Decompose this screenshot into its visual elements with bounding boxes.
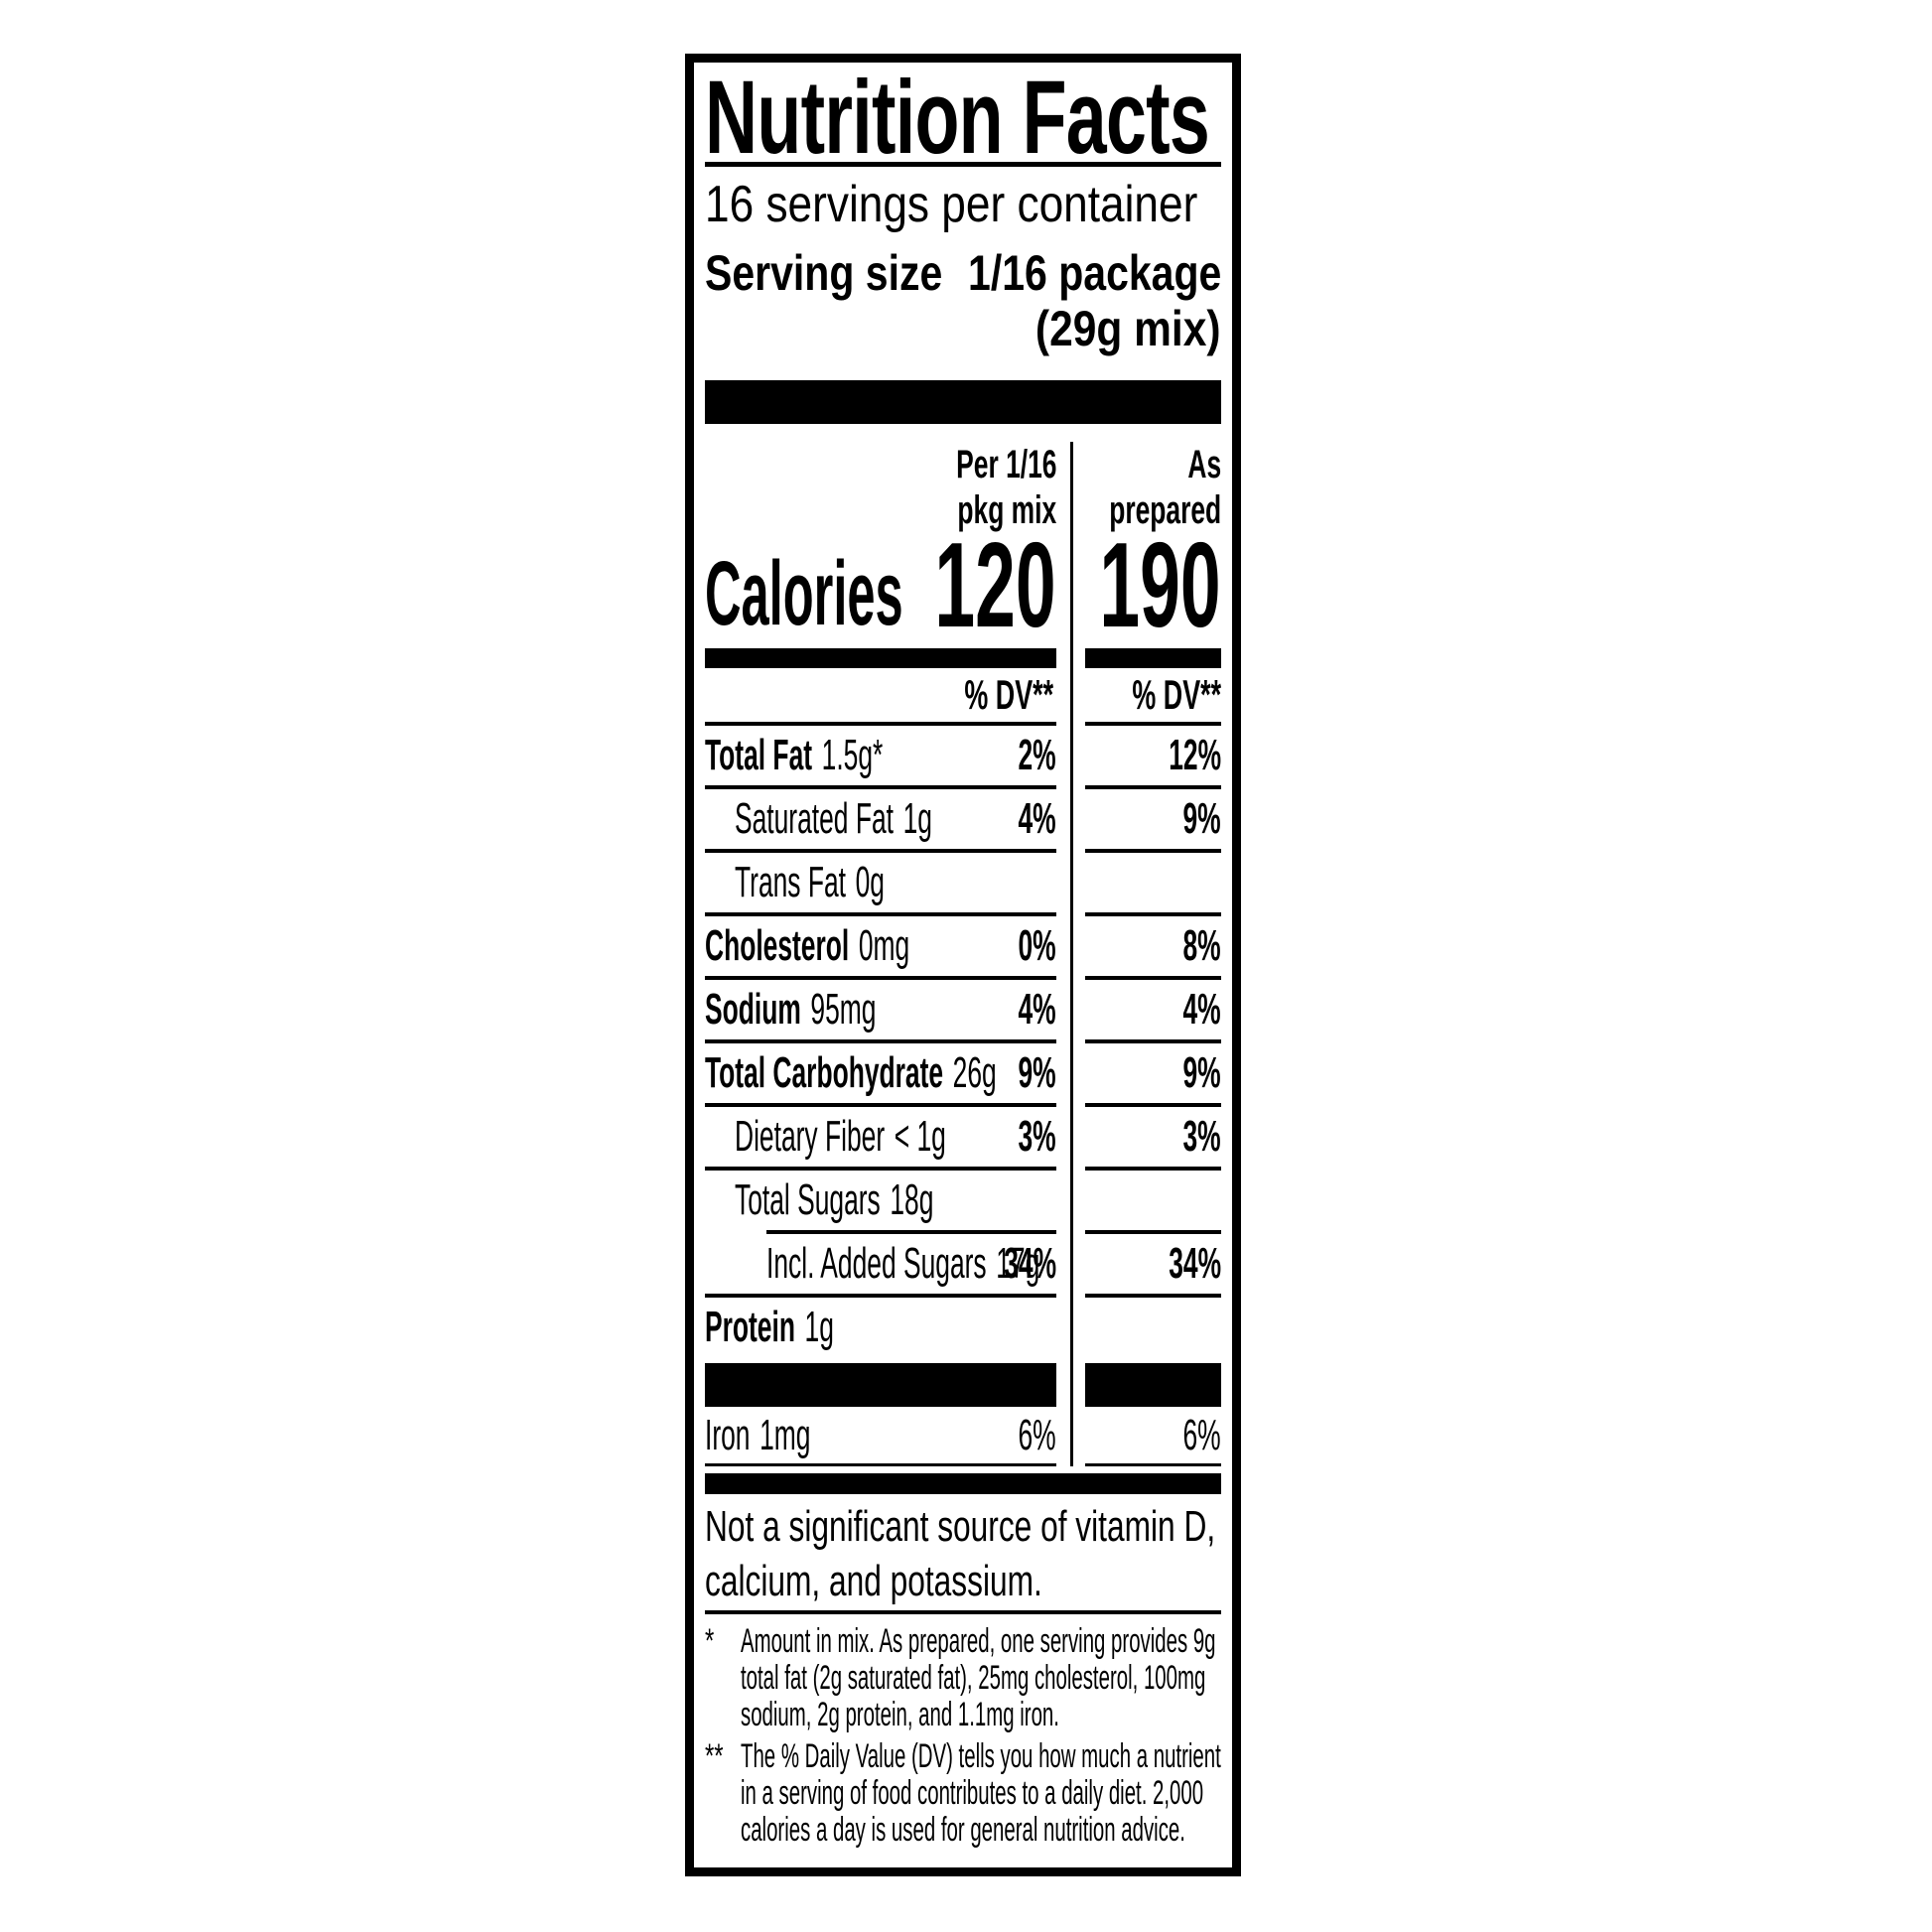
nutrient-amount: 18g xyxy=(890,1175,934,1224)
calories-underline-bar-prepared xyxy=(1085,648,1221,668)
dv-mix-value: 4% xyxy=(1018,794,1056,843)
nutrient-row-cholesterol: Cholesterol 0mg 0% 8% xyxy=(705,912,1221,976)
footnote-divider-rule xyxy=(705,1610,1221,1614)
dual-column-section: Per 1/16 pkg mix As prepared Calories 12… xyxy=(705,442,1221,1466)
column-header-prepared: As prepared xyxy=(1085,442,1221,533)
column-header-mix: Per 1/16 pkg mix xyxy=(705,442,1056,533)
servings-per-container-line: 16 servings per container xyxy=(705,177,1221,245)
footnote-text: The % Daily Value (DV) tells you how muc… xyxy=(741,1737,1221,1849)
nutrient-name: Dietary Fiber xyxy=(735,1112,886,1161)
dv-prepared-value: 8% xyxy=(1182,921,1221,970)
separator-bar-mix xyxy=(705,1363,1056,1407)
nutrient-amount: 26g xyxy=(952,1048,997,1097)
nutrient-amount: 1mg xyxy=(759,1410,811,1459)
nutrient-row-sodium: Sodium 95mg 4% 4% xyxy=(705,976,1221,1039)
nutrient-row-added-sugars: Incl. Added Sugars 17g 34% 34% xyxy=(705,1230,1221,1294)
nutrient-row-iron: Iron 1mg 6% 6% xyxy=(705,1407,1221,1466)
nutrient-name: Trans Fat xyxy=(735,858,846,906)
servings-per-container: 16 servings per container xyxy=(705,176,1198,233)
nutrient-name: Total Carbohydrate xyxy=(705,1048,944,1097)
nutrient-amount: 0mg xyxy=(858,921,910,970)
dv-mix-value: 2% xyxy=(1018,731,1056,779)
nutrient-row-saturated-fat: Saturated Fat 1g 4% 9% xyxy=(705,785,1221,849)
nutrient-amount: 1g xyxy=(902,794,932,843)
dv-prepared-value: 9% xyxy=(1182,794,1221,843)
dv-prepared-value: 4% xyxy=(1182,985,1221,1034)
label-title-line: Nutrition Facts xyxy=(705,63,1221,174)
calories-underline-bar-mix xyxy=(705,648,1056,668)
separator-bar-bottom xyxy=(705,1473,1221,1494)
dv-mix-value: 0% xyxy=(1018,921,1056,970)
dv-header-mix: % DV** xyxy=(964,671,1053,718)
serving-size-value-line2: (29g mix) xyxy=(1035,301,1221,356)
dv-mix-value: 34% xyxy=(1004,1239,1056,1288)
nutrient-name: Total Fat xyxy=(705,731,813,779)
nutrient-amount: 0g xyxy=(855,858,885,906)
dv-prepared-value: 9% xyxy=(1182,1048,1221,1097)
nutrient-amount: 17g xyxy=(996,1239,1040,1288)
nutrient-amount: 95mg xyxy=(810,985,877,1034)
nutrient-row-total-sugars: Total Sugars 18g xyxy=(705,1167,1221,1230)
nutrient-row-trans-fat: Trans Fat 0g xyxy=(705,849,1221,912)
title-underline-rule xyxy=(705,162,1221,167)
nutrient-name: Cholesterol xyxy=(705,921,850,970)
serving-size-value-line2-wrap: (29g mix) xyxy=(705,301,1221,356)
serving-size-row: Serving size 1/16 package xyxy=(705,245,1221,301)
dv-header-prepared: % DV** xyxy=(1132,671,1221,718)
serving-size-value-wrap: 1/16 package xyxy=(912,245,1221,314)
separator-bars-mid xyxy=(705,1363,1221,1407)
nutrient-amount: < 1g xyxy=(894,1112,946,1161)
nutrient-name: Iron xyxy=(705,1410,751,1459)
calories-value-prepared: 190 xyxy=(1099,516,1221,652)
footnote-marker: ** xyxy=(705,1737,724,1775)
prepared-header-line2: prepared xyxy=(1109,488,1221,532)
dv-mix-value: 4% xyxy=(1018,985,1056,1034)
footnote-marker: * xyxy=(705,1622,715,1660)
footnote-amount-in-mix: * Amount in mix. As prepared, one servin… xyxy=(705,1623,1221,1733)
prepared-header-line1: As xyxy=(1187,443,1221,486)
nutrition-facts-label: Nutrition Facts 16 servings per containe… xyxy=(685,54,1241,1876)
serving-size-label: Serving size xyxy=(705,245,943,301)
calories-underline-bars xyxy=(705,648,1221,668)
nutrient-amount: 1.5g* xyxy=(821,731,884,779)
dv-mix-value: 9% xyxy=(1018,1048,1056,1097)
column-divider-line xyxy=(1070,442,1073,1466)
footnote-daily-value: ** The % Daily Value (DV) tells you how … xyxy=(705,1738,1221,1849)
column-headers-row: Per 1/16 pkg mix As prepared xyxy=(705,442,1221,533)
separator-bar-prepared xyxy=(1085,1363,1221,1407)
calories-row: Calories 120 190 xyxy=(705,521,1221,648)
nutrient-name: Incl. Added Sugars xyxy=(766,1239,987,1288)
nutrient-name: Saturated Fat xyxy=(735,794,894,843)
footnote-text: Amount in mix. As prepared, one serving … xyxy=(741,1622,1216,1733)
nutrient-row-dietary-fiber: Dietary Fiber < 1g 3% 3% xyxy=(705,1103,1221,1167)
calories-value-mix: 120 xyxy=(934,516,1056,652)
serving-size-value: 1/16 package xyxy=(967,245,1221,301)
nutrient-row-total-fat: Total Fat 1.5g* 2% 12% xyxy=(705,722,1221,785)
nutrient-row-total-carbohydrate: Total Carbohydrate 26g 9% 9% xyxy=(705,1039,1221,1103)
mix-header-line2: pkg mix xyxy=(957,488,1056,532)
nutrient-name: Sodium xyxy=(705,985,801,1034)
dv-prepared-value: 6% xyxy=(1182,1410,1221,1459)
dv-mix-value: 6% xyxy=(1018,1410,1056,1459)
nutrient-row-protein: Protein 1g xyxy=(705,1294,1221,1357)
label-content: Nutrition Facts 16 servings per containe… xyxy=(705,63,1221,1849)
daily-value-header-row: % DV** % DV** xyxy=(705,668,1221,722)
label-title: Nutrition Facts xyxy=(705,60,1210,176)
nutrient-amount: 1g xyxy=(804,1303,834,1351)
dv-prepared-value: 3% xyxy=(1182,1112,1221,1161)
mix-header-line1: Per 1/16 xyxy=(955,443,1056,486)
dv-prepared-value: 12% xyxy=(1169,731,1221,779)
dv-prepared-value: 34% xyxy=(1169,1239,1221,1288)
insignificant-nutrients-note: Not a significant source of vitamin D, c… xyxy=(705,1502,1216,1605)
separator-bar-thick-top xyxy=(705,380,1221,424)
calories-label: Calories xyxy=(705,543,903,644)
dv-mix-value: 3% xyxy=(1018,1112,1056,1161)
nutrient-name: Total Sugars xyxy=(735,1175,881,1224)
nutrient-name: Protein xyxy=(705,1303,795,1351)
